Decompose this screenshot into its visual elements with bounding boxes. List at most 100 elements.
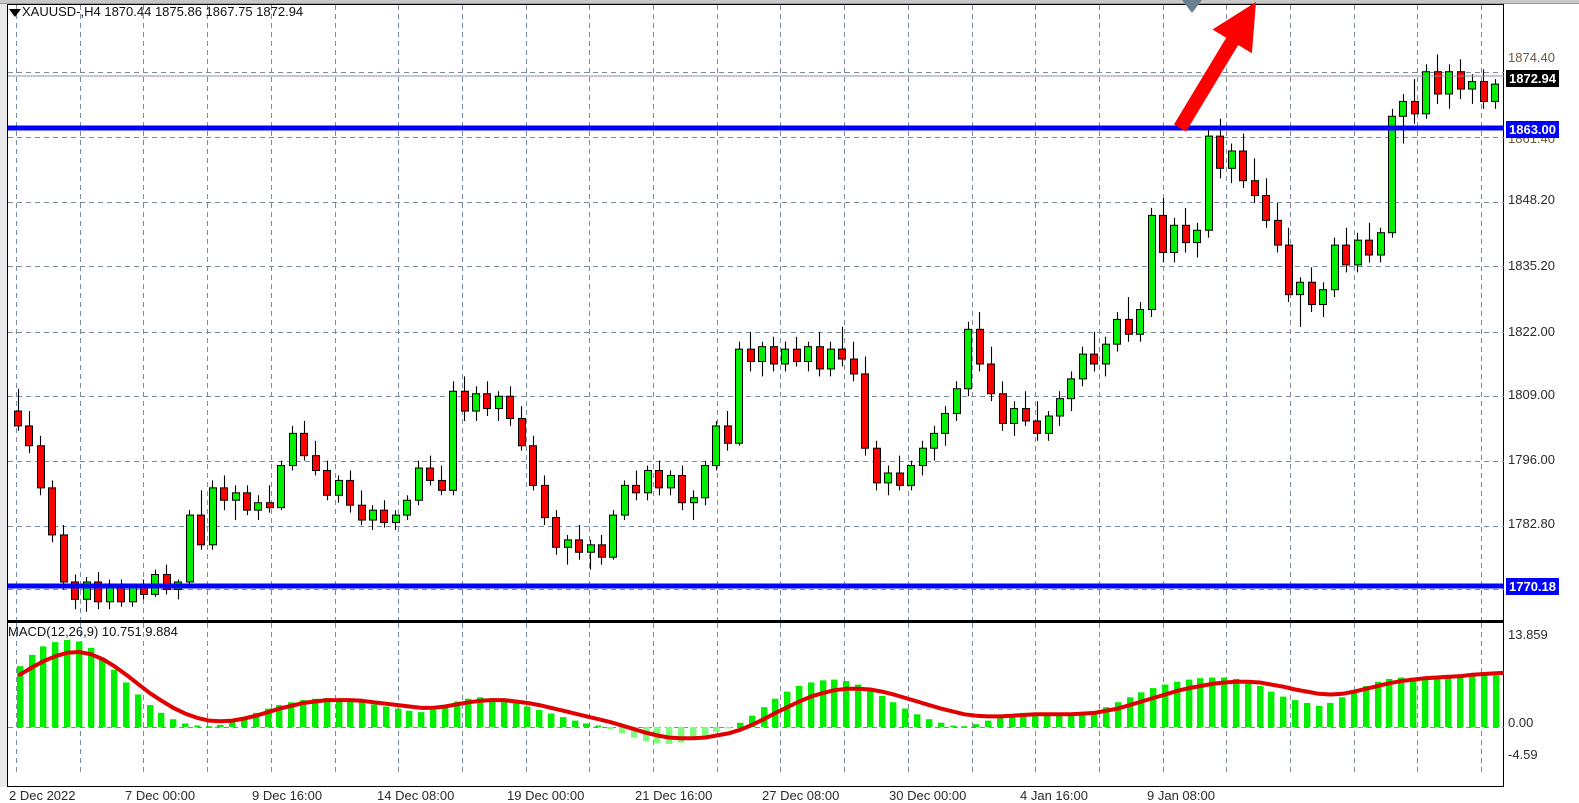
macd-histogram-bar [725,727,732,729]
candlestick [346,470,354,513]
candle-body-bearish [747,348,755,363]
candlestick [964,321,972,397]
candlestick [816,331,824,377]
candle-body-bullish [941,413,949,434]
candlestick [186,510,194,587]
macd-histogram-bar [737,722,744,727]
current-price-tag[interactable]: 1872.94 [1506,70,1559,87]
candle-body-bearish [1480,81,1488,102]
macd-histogram-bar [973,724,980,727]
candlestick [289,425,297,471]
candlestick [1022,391,1030,426]
candlestick [1148,207,1156,317]
macd-histogram-bar [324,698,331,727]
macd-histogram-bar [395,708,402,727]
macd-histogram-bar [631,727,638,738]
macd-histogram-bar [1079,714,1086,727]
macd-histogram-bar [513,702,520,727]
macd-histogram-bar [1292,700,1299,727]
candlestick [83,577,91,612]
candle-body-bearish [1457,71,1465,90]
macd-histogram-bar [454,701,461,727]
candlestick [724,411,732,451]
macd-histogram-bar [678,727,685,743]
candle-body-bearish [60,534,68,583]
candlestick [1045,411,1053,441]
price-axis-tick-label: 1874.40 [1508,50,1555,65]
candle-body-bearish [816,346,824,370]
candlestick [518,406,526,451]
macd-histogram-bar [418,712,425,727]
candlestick [1113,311,1121,352]
candle-body-bullish [369,509,377,521]
candlestick [232,485,240,521]
candle-body-bearish [1274,219,1282,246]
candlestick [941,406,949,446]
candlestick [838,326,846,367]
price-axis-tick-label: 1835.20 [1508,258,1555,273]
price-level-tag[interactable]: 1770.18 [1506,578,1559,595]
candle-body-bearish [896,472,904,486]
candle-body-bullish [495,395,503,410]
triangle-down-icon[interactable] [9,9,21,17]
macd-histogram-bar [76,641,83,727]
candlestick [976,311,984,372]
time-axis-tick-label: 30 Dec 00:00 [889,788,967,803]
candlestick [495,391,503,421]
candle-body-bearish [163,574,171,590]
macd-histogram-bar [843,681,850,727]
candlestick [266,485,274,513]
time-axis-tick-label: 14 Dec 08:00 [377,788,455,803]
candlestick [71,574,79,610]
macd-histogram-bar [359,702,366,727]
macd-histogram-bar [560,717,567,727]
price-pane[interactable] [8,5,1504,620]
candlestick [1079,346,1087,387]
candlestick [1033,401,1041,441]
candlestick [151,569,159,597]
candle-body-bullish [781,348,789,365]
candle-body-bearish [197,514,205,546]
candlestick [358,490,366,526]
macd-indicator-header: MACD(12,26,9) 10.751 9.884 [8,624,178,639]
macd-histogram-bar [938,722,945,727]
macd-histogram-bar [489,698,496,727]
macd-histogram-bar [926,719,933,727]
candle-body-bullish [1354,239,1362,266]
candle-body-bearish [14,410,22,427]
macd-axis-tick-label: 13.859 [1508,627,1548,642]
macd-pane[interactable] [8,622,1504,773]
time-axis[interactable]: 2 Dec 2022 7 Dec 00:00 9 Dec 16:00 14 Dec 0… [7,788,1579,803]
macd-histogram-bar [1257,685,1264,727]
macd-histogram-bar [902,708,909,727]
macd-histogram-bar [1174,681,1181,727]
macd-histogram-bar [1020,712,1027,727]
macd-histogram-bar [583,723,590,727]
candle-body-bullish [804,346,812,363]
candle-body-bullish [964,328,972,390]
price-axis[interactable]: 1874.40 1861.40 1848.20 1835.20 1822.00 1809.… [1505,4,1579,787]
candle-body-bearish [873,447,881,484]
candle-body-bullish [472,393,480,412]
candlestick [712,420,720,471]
price-level-tag[interactable]: 1863.00 [1506,121,1559,138]
candle-body-bearish [1239,150,1247,182]
candle-body-bearish [220,487,228,501]
macd-histogram-bar [702,727,709,737]
candle-body-bullish [1136,309,1144,335]
candlestick [1491,79,1499,109]
candlestick [140,579,148,600]
macd-histogram-bar [241,717,248,727]
macd-histogram-bar [749,715,756,727]
candle-body-bearish [1365,239,1373,256]
candle-body-bullish [1045,415,1053,434]
candlestick [1274,202,1282,253]
candlestick [1170,217,1178,263]
candlestick [14,388,22,431]
candlestick [483,381,491,417]
macd-histogram-bar [1138,692,1145,727]
macd-histogram-bar [477,697,484,727]
time-axis-tick-label: 4 Jan 16:00 [1020,788,1088,803]
candle-body-bullish [1056,398,1064,417]
candle-body-bullish [232,492,240,501]
